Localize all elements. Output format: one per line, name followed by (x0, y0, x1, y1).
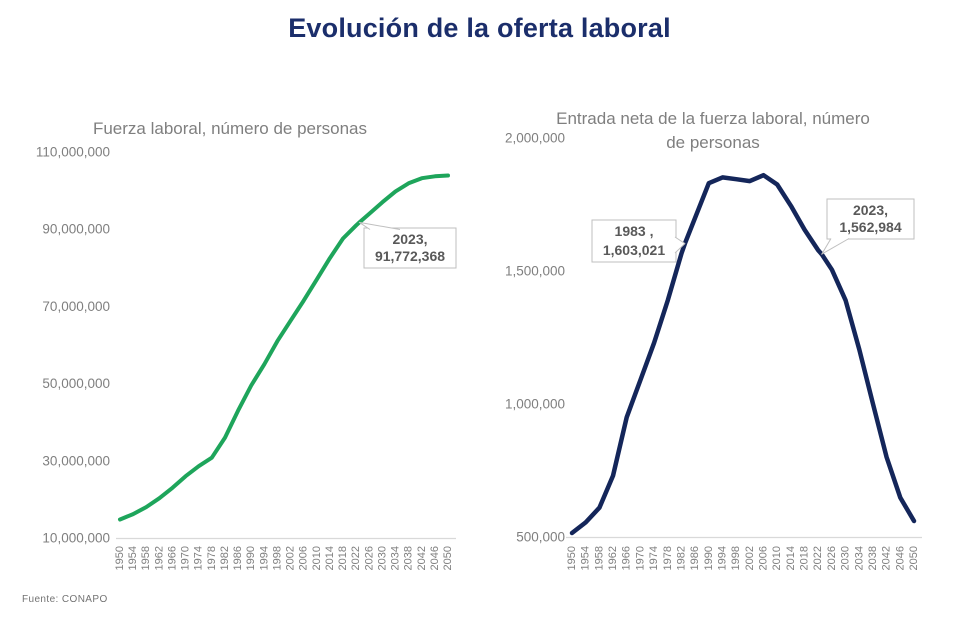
data-callout: 2023,91,772,368 (358, 221, 457, 269)
x-tick-label: 1986 (232, 546, 244, 570)
x-tick-label: 1978 (206, 546, 218, 570)
x-tick-label: 2002 (285, 546, 297, 570)
x-tick-label: 1970 (180, 546, 192, 570)
x-tick-label: 1982 (675, 546, 687, 570)
x-tick-label: 2030 (840, 546, 852, 570)
y-tick-label: 90,000,000 (42, 222, 110, 237)
y-tick-label: 2,000,000 (505, 131, 565, 146)
x-tick-label: 2042 (881, 546, 893, 570)
x-tick-label: 2026 (826, 546, 838, 570)
data-callout: 1983 , 1,603,021 (591, 219, 686, 263)
x-tick-label: 1990 (245, 546, 257, 570)
x-tick-label: 2010 (771, 546, 783, 570)
source-note: Fuente: CONAPO (22, 594, 108, 605)
x-tick-label: 1998 (271, 546, 283, 570)
callout-label-line2: 1,603,021 (603, 242, 665, 258)
x-tick-label: 1966 (621, 546, 633, 570)
x-tick-label: 2002 (744, 546, 756, 570)
x-tick-label: 2006 (298, 546, 310, 570)
x-tick-label: 2038 (403, 546, 415, 570)
x-tick-label: 1986 (689, 546, 701, 570)
x-tick-label: 2022 (812, 546, 824, 570)
x-tick-label: 1994 (258, 546, 270, 570)
y-tick-label: 1,000,000 (505, 397, 565, 412)
x-tick-label: 1970 (634, 546, 646, 570)
x-tick-label: 2018 (337, 546, 349, 570)
x-tick-label: 2042 (416, 546, 428, 570)
x-tick-label: 2046 (429, 546, 441, 570)
x-tick-label: 2022 (350, 546, 362, 570)
page-title: Evolución de la oferta laboral (288, 13, 671, 43)
callout-label-line2: 91,772,368 (375, 248, 445, 264)
callout-pointer (358, 221, 401, 230)
x-tick-label: 2038 (867, 546, 879, 570)
x-tick-label: 1958 (140, 546, 152, 570)
x-tick-label: 1962 (153, 546, 165, 570)
x-tick-label: 2014 (785, 546, 797, 570)
data-callout: 2023,1,562,984 (821, 198, 915, 255)
callout-box (363, 227, 457, 269)
y-tick-label: 70,000,000 (42, 299, 110, 314)
x-tick-label: 1962 (607, 546, 619, 570)
x-tick-label: 1990 (703, 546, 715, 570)
x-tick-label: 1998 (730, 546, 742, 570)
x-tick-label: 2018 (799, 546, 811, 570)
callout-box (826, 198, 915, 240)
x-tick-label: 2010 (311, 546, 323, 570)
x-tick-label: 1982 (219, 546, 231, 570)
right-chart-series-line (569, 172, 917, 536)
x-tick-label: 2006 (758, 546, 770, 570)
y-tick-label: 50,000,000 (42, 376, 110, 391)
callout-label-line1: 1983 , (615, 223, 654, 239)
x-tick-label: 2034 (853, 546, 865, 570)
x-tick-label: 2050 (442, 546, 454, 570)
callout-label-line1: 2023, (853, 202, 888, 218)
y-tick-label: 30,000,000 (42, 453, 110, 468)
x-tick-label: 1954 (580, 546, 592, 570)
x-tick-label: 2026 (363, 546, 375, 570)
y-tick-label: 110,000,000 (36, 145, 110, 160)
x-tick-label: 2046 (894, 546, 906, 570)
y-tick-label: 500,000 (516, 530, 565, 545)
left-chart-series-line (118, 173, 450, 522)
x-tick-label: 1966 (166, 546, 178, 570)
right-chart-title: Entrada neta de la fuerza laboral, númer… (556, 109, 870, 152)
callout-label-line2: 1,562,984 (839, 219, 901, 235)
x-tick-label: 1974 (648, 546, 660, 570)
x-tick-label: 2014 (324, 546, 336, 570)
x-tick-label: 2030 (376, 546, 388, 570)
x-tick-label: 1954 (127, 546, 139, 570)
x-tick-label: 1994 (716, 546, 728, 570)
y-tick-label: 10,000,000 (42, 531, 110, 546)
x-tick-label: 1950 (114, 546, 126, 570)
y-tick-label: 1,500,000 (505, 264, 565, 279)
x-tick-label: 1950 (566, 546, 578, 570)
x-tick-label: 2034 (390, 546, 402, 570)
x-tick-label: 1978 (662, 546, 674, 570)
callout-pointer (821, 238, 850, 255)
left-chart-title: Fuerza laboral, número de personas (92, 119, 368, 138)
x-tick-label: 1974 (193, 546, 205, 570)
x-tick-label: 1958 (593, 546, 605, 570)
callout-label-line1: 2023, (392, 231, 427, 247)
callout-box (591, 219, 677, 263)
left-chart: 110,000,000 90,000,000 70,000,000 50,000,00… (36, 145, 457, 570)
x-tick-label: 2050 (908, 546, 920, 570)
callout-pointer (674, 236, 686, 254)
